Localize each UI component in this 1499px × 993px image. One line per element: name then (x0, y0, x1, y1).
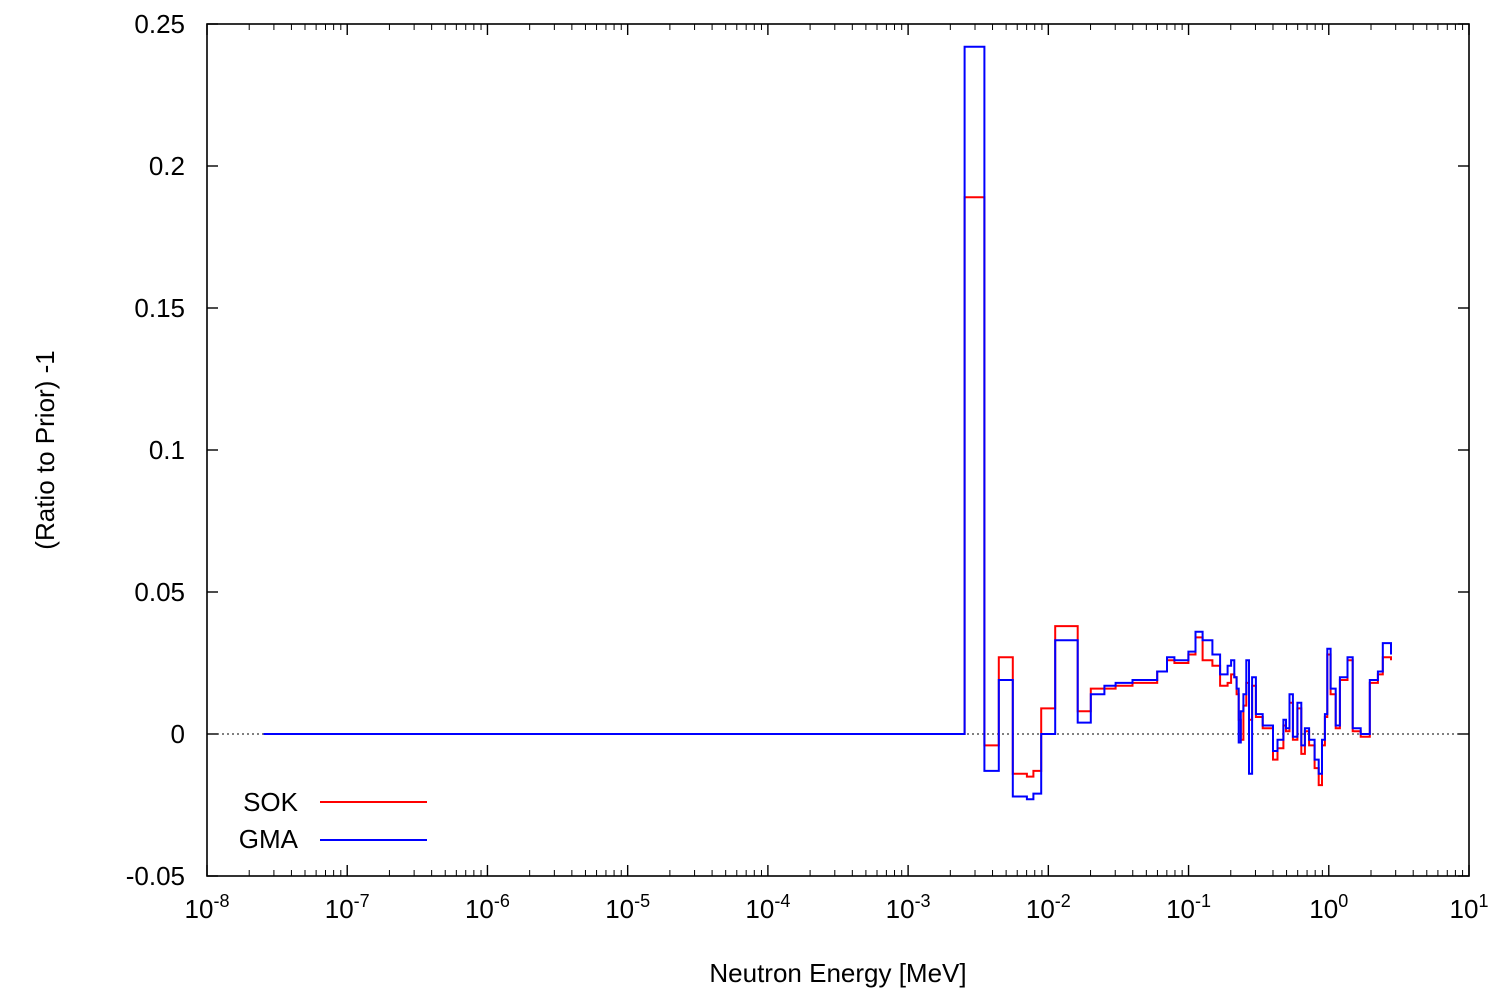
legend-label-gma: GMA (239, 824, 299, 854)
x-tick-base: 10 (1450, 894, 1479, 924)
x-axis-label: Neutron Energy [MeV] (709, 958, 966, 988)
y-axis-label: (Ratio to Prior) -1 (30, 350, 60, 549)
x-tick-base: 10 (886, 894, 915, 924)
y-tick-label: 0.15 (134, 293, 185, 323)
x-tick-label: 10-2 (1026, 891, 1071, 924)
x-tick-base: 10 (1026, 894, 1055, 924)
series-line-sok (263, 196, 1392, 787)
y-tick-label: 0.25 (134, 9, 185, 39)
x-tick-label: 101 (1450, 891, 1489, 924)
x-tick-base: 10 (185, 894, 214, 924)
x-tick-labels: 10-8 10-7 10-6 10-5 10-4 10-3 10-2 10-1 100 101 (185, 891, 1489, 924)
x-tick-base: 10 (1309, 894, 1338, 924)
legend-label-sok: SOK (243, 787, 299, 817)
x-tick-label: 10-3 (886, 891, 931, 924)
x-tick-base: 10 (605, 894, 634, 924)
x-tick-exponent: -2 (1055, 891, 1071, 911)
x-tick-exponent: -6 (494, 891, 510, 911)
y-tick-label: 0 (171, 719, 185, 749)
x-tick-exponent: -5 (634, 891, 650, 911)
tick-marks (206, 23, 1470, 877)
x-tick-label: 10-5 (605, 891, 650, 924)
x-tick-label: 10-1 (1166, 891, 1211, 924)
y-tick-label: 0.1 (149, 435, 185, 465)
legend: SOK GMA (239, 787, 427, 854)
x-tick-base: 10 (745, 894, 774, 924)
x-tick-base: 10 (1166, 894, 1195, 924)
x-tick-base: 10 (465, 894, 494, 924)
x-tick-label: 10-8 (185, 891, 230, 924)
x-tick-exponent: -3 (915, 891, 931, 911)
y-tick-labels: 0.25 0.2 0.15 0.1 0.05 0 -0.05 (126, 9, 185, 891)
series-line-gma (263, 45, 1392, 801)
x-tick-label: 10-6 (465, 891, 510, 924)
x-tick-base: 10 (325, 894, 354, 924)
series-layer (263, 45, 1392, 801)
x-tick-exponent: 0 (1338, 891, 1348, 911)
x-tick-exponent: -7 (354, 891, 370, 911)
y-tick-label: 0.05 (134, 577, 185, 607)
x-tick-label: 10-7 (325, 891, 370, 924)
y-tick-label: 0.2 (149, 151, 185, 181)
x-tick-exponent: -8 (213, 891, 229, 911)
x-tick-label: 10-4 (745, 891, 790, 924)
x-tick-label: 100 (1309, 891, 1348, 924)
y-tick-label: -0.05 (126, 861, 185, 891)
x-tick-exponent: -1 (1195, 891, 1211, 911)
x-tick-exponent: -4 (774, 891, 790, 911)
x-tick-exponent: 1 (1478, 891, 1488, 911)
